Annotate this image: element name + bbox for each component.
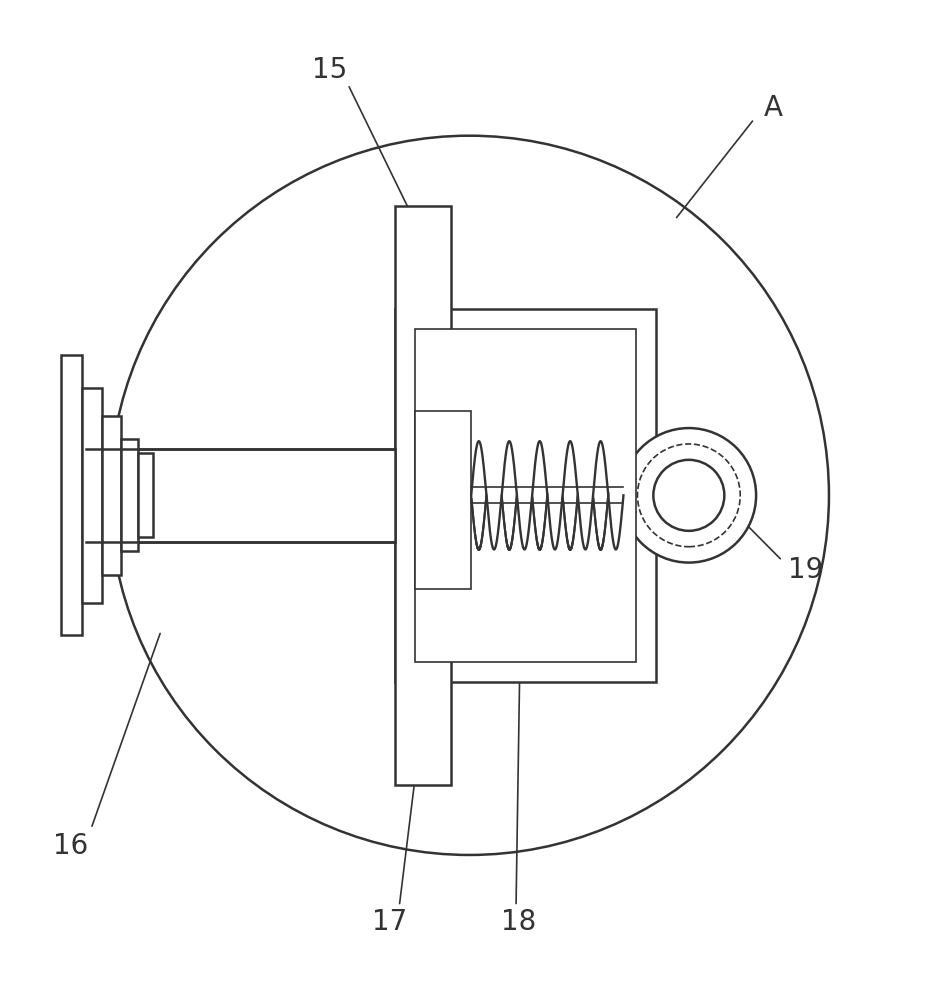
Bar [61, 355, 82, 635]
Text: 17: 17 [373, 908, 408, 936]
Bar [415, 411, 471, 589]
Bar [394, 309, 656, 682]
Text: 18: 18 [501, 908, 537, 936]
Text: 19: 19 [788, 556, 823, 584]
Bar [137, 453, 153, 537]
Bar [82, 388, 102, 603]
Circle shape [653, 460, 724, 531]
Bar [102, 416, 121, 575]
Text: 16: 16 [53, 832, 88, 860]
Bar [86, 449, 394, 542]
Bar [394, 206, 450, 785]
Text: A: A [763, 94, 782, 122]
Circle shape [622, 428, 757, 563]
Bar [121, 439, 137, 551]
Text: 15: 15 [312, 56, 347, 84]
Bar [415, 329, 635, 662]
